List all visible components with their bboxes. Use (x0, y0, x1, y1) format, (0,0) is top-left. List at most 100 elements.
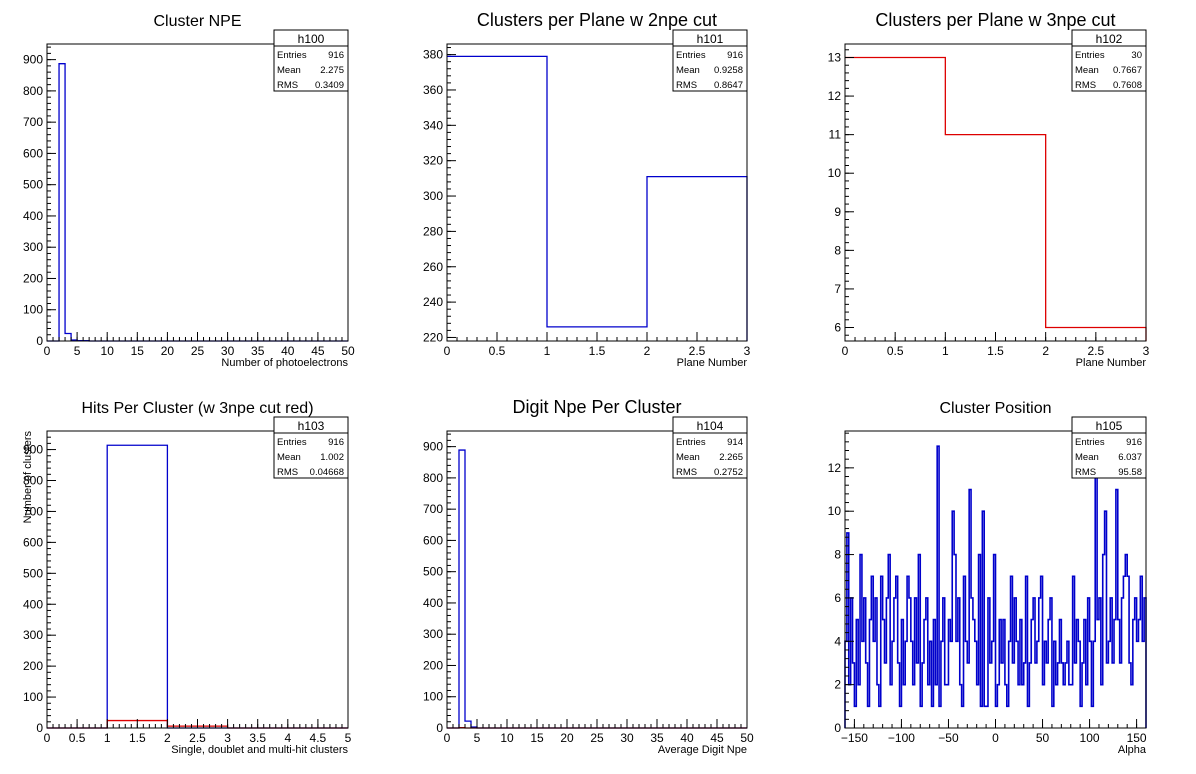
x-tick-label: 5 (74, 344, 81, 358)
stats-value: 0.8647 (714, 80, 743, 91)
x-tick-label: 0.5 (489, 344, 506, 358)
y-tick-label: 600 (23, 535, 43, 549)
y-tick-label: 700 (23, 504, 43, 518)
x-tick-label: 50 (341, 344, 355, 358)
x-axis-label: Alpha (1118, 744, 1147, 756)
y-tick-label: 6 (834, 591, 841, 605)
x-axis-label: Single, doublet and multi-hit clusters (171, 744, 348, 756)
y-tick-label: 800 (23, 84, 43, 98)
y-tick-label: 100 (423, 690, 443, 704)
x-tick-label: 25 (590, 731, 604, 745)
y-tick-label: 900 (423, 440, 443, 454)
y-tick-label: 200 (423, 658, 443, 672)
histogram-bin-blue (916, 663, 918, 728)
y-tick-label: 900 (23, 443, 43, 457)
x-tick-label: 3.5 (249, 731, 266, 745)
histogram-bin-blue (962, 706, 964, 728)
y-tick-label: 500 (23, 566, 43, 580)
stats-box: h105 Entries 916 Mean 6.037 RMS 95.58 (1071, 416, 1147, 479)
y-tick-label: 260 (423, 260, 443, 274)
y-tick-label: 7 (834, 282, 841, 296)
y-tick-label: 400 (23, 597, 43, 611)
stats-value: 6.037 (1118, 452, 1142, 463)
stats-box-name: h103 (298, 419, 325, 433)
histogram-bin-blue (1071, 685, 1073, 728)
y-tick-label: 13 (828, 51, 842, 65)
stats-label: RMS (1075, 467, 1096, 478)
x-tick-label: −50 (938, 731, 959, 745)
y-tick-label: 8 (834, 548, 841, 562)
x-axis-label: Plane Number (677, 357, 748, 369)
histogram-bin-red (945, 135, 1045, 341)
stats-label: Mean (1075, 452, 1099, 463)
histogram-bin-blue (990, 663, 992, 728)
y-tick-label: 300 (423, 627, 443, 641)
x-tick-label: 2.5 (189, 731, 206, 745)
histogram-bin-blue (1086, 685, 1088, 728)
x-tick-label: 25 (191, 344, 205, 358)
histogram-bin-blue (977, 685, 979, 728)
x-axis-label: Average Digit Npe (658, 744, 747, 756)
histogram-bin-blue (465, 721, 471, 728)
x-tick-label: 1.5 (129, 731, 146, 745)
y-tick-label: 340 (423, 118, 443, 132)
histogram-series-blue-line (47, 63, 348, 342)
stats-value: 916 (1126, 437, 1142, 448)
stats-value: 30 (1131, 50, 1142, 61)
y-tick-label: 11 (829, 128, 842, 142)
chart-title: Cluster NPE (153, 13, 241, 30)
stats-label: Entries (1075, 437, 1105, 448)
histogram-bin-blue (1106, 663, 1108, 728)
x-tick-label: 45 (710, 731, 724, 745)
y-tick-label: 400 (23, 209, 43, 223)
x-tick-label: 4 (284, 731, 291, 745)
stats-box-frame (672, 29, 748, 92)
stats-value: 0.9258 (714, 65, 743, 76)
stats-box: h100 Entries 916 Mean 2.275 RMS 0.3409 (273, 29, 349, 92)
stats-label: RMS (1075, 80, 1096, 91)
histogram-bin-blue (1056, 685, 1058, 728)
stats-box: h102 Entries 30 Mean 0.7667 RMS 0.7608 (1071, 29, 1147, 92)
x-tick-label: 2 (164, 731, 171, 745)
histogram-bin-blue (945, 685, 947, 728)
y-tick-label: 4 (834, 634, 841, 648)
histogram-bin-blue (1075, 663, 1077, 728)
y-tick-label: 500 (23, 178, 43, 192)
x-tick-label: 1.5 (987, 344, 1004, 358)
y-tick-label: 10 (828, 504, 842, 518)
stats-value: 2.265 (719, 452, 743, 463)
chart-title: Digit Npe Per Cluster (512, 397, 681, 417)
x-tick-label: 35 (251, 344, 265, 358)
stats-label: RMS (277, 80, 298, 91)
y-tick-label: 360 (423, 83, 443, 97)
histogram-bin-red (845, 58, 945, 342)
x-tick-label: 15 (530, 731, 544, 745)
histogram-bin-blue (1123, 576, 1125, 728)
histogram-bin-blue (879, 706, 881, 728)
histogram-panel-h102: Clusters per Plane w 3npe cut 0 0.5 1 1.5 2 2.… (828, 10, 1150, 369)
stats-label: Mean (277, 65, 301, 76)
histogram-bin-blue (1012, 663, 1014, 728)
y-tick-label: 12 (828, 89, 842, 103)
histogram-series-blue-line (447, 449, 747, 729)
stats-box: h101 Entries 916 Mean 0.9258 RMS 0.8647 (672, 29, 748, 92)
stats-label: Mean (1075, 65, 1099, 76)
stats-value: 0.7608 (1113, 80, 1142, 91)
histogram-bin-blue (65, 334, 71, 342)
stats-value: 1.002 (320, 452, 344, 463)
x-tick-label: 5 (345, 731, 352, 745)
histogram-bin-blue (858, 685, 860, 728)
stats-box-frame (1071, 29, 1147, 92)
stats-label: Mean (676, 452, 700, 463)
x-tick-label: 2.5 (1087, 344, 1104, 358)
stats-box-name: h101 (697, 32, 724, 46)
y-tick-label: 0 (436, 721, 443, 735)
y-tick-label: 100 (23, 690, 43, 704)
y-tick-label: 600 (423, 533, 443, 547)
histogram-bin-blue (107, 445, 167, 728)
y-tick-label: 300 (23, 240, 43, 254)
x-tick-label: 0 (444, 344, 451, 358)
stats-box: h104 Entries 914 Mean 2.265 RMS 0.2752 (672, 416, 748, 479)
histogram-bin-blue (1007, 706, 1009, 728)
